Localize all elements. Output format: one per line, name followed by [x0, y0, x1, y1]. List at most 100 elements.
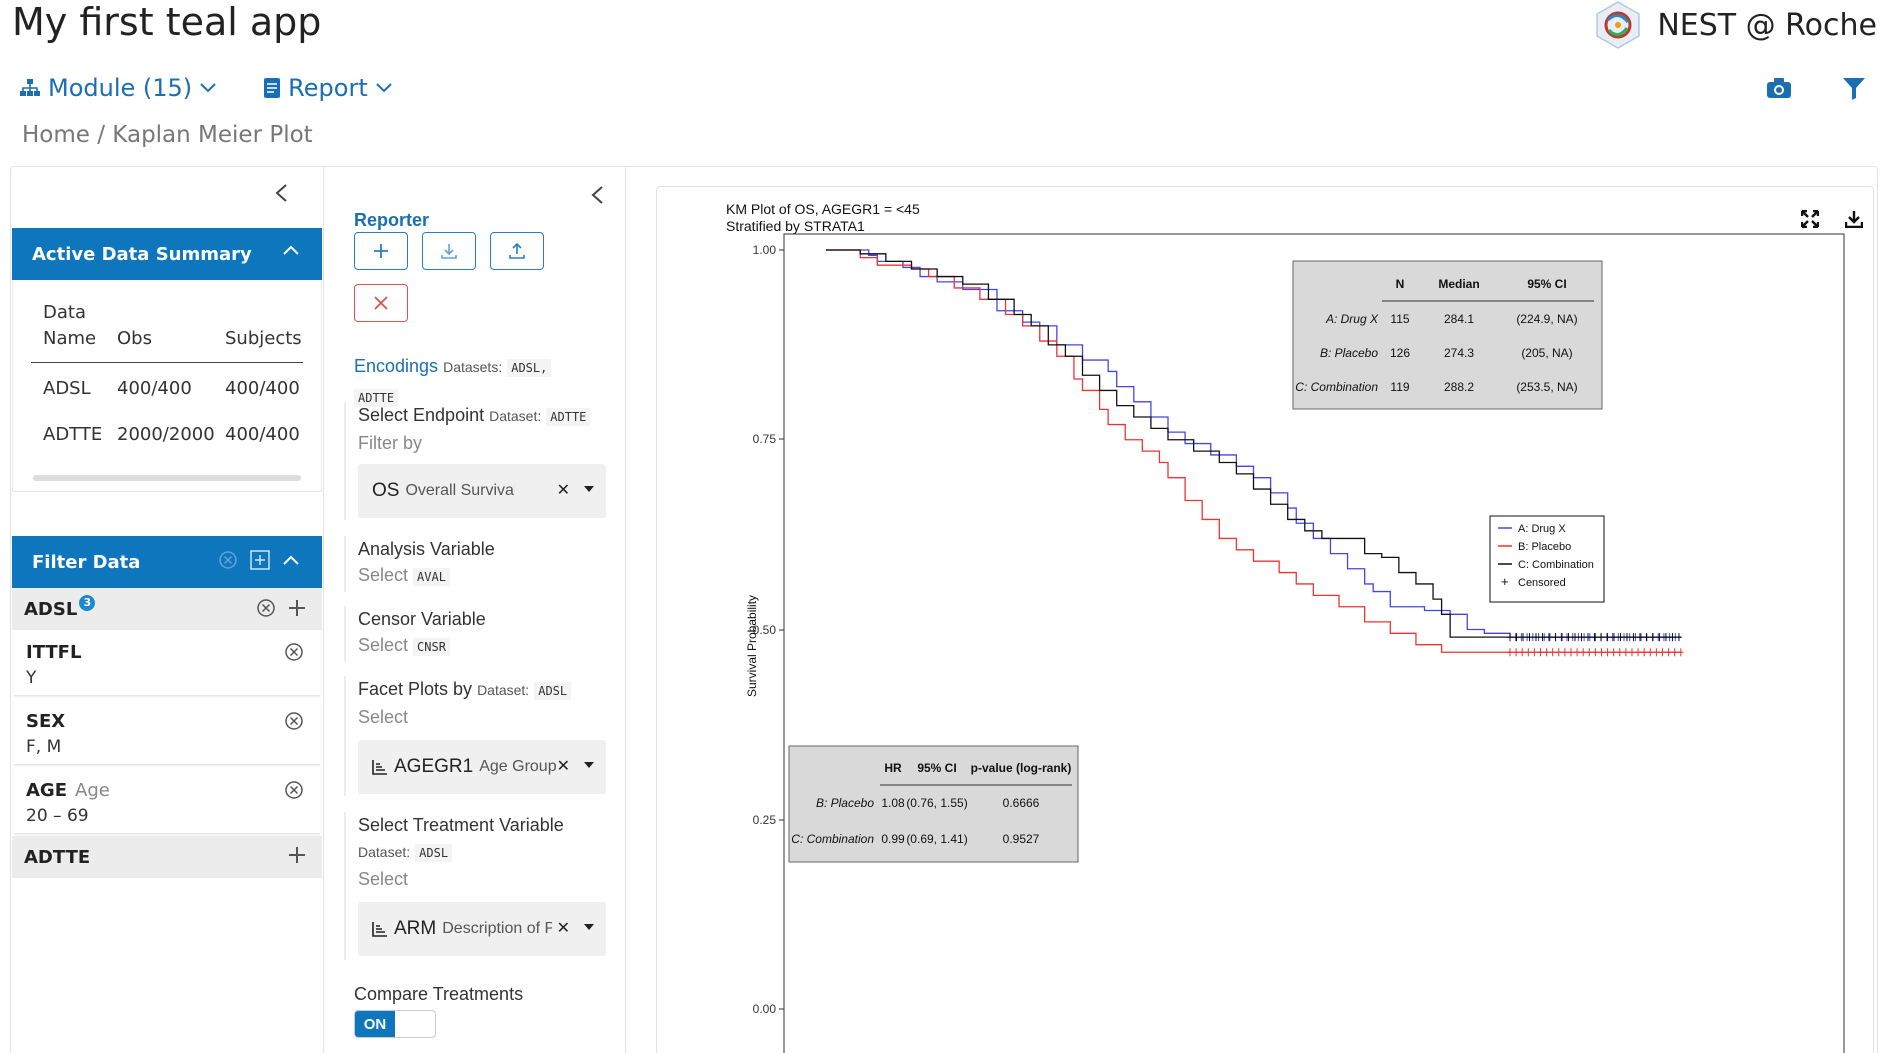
- clear-icon[interactable]: ✕: [556, 482, 570, 499]
- remove-filter-icon[interactable]: [284, 642, 304, 662]
- km-line-1: [826, 249, 1681, 653]
- censor-mark: [1643, 633, 1650, 642]
- clear-icon[interactable]: ✕: [556, 758, 570, 775]
- filter-card-ittfl[interactable]: ITTFL Y: [14, 630, 320, 696]
- encodings-panel: [326, 166, 626, 1053]
- add-to-report-button[interactable]: [354, 232, 408, 270]
- filter-var-name-text: AGE: [26, 780, 68, 801]
- analysis-variable-select[interactable]: Select AVAL: [358, 562, 606, 590]
- censor-mark: [1647, 648, 1654, 657]
- median-table-header: N: [1396, 277, 1405, 291]
- hr-table-arm: C: Combination: [791, 832, 874, 846]
- chevron-left-icon[interactable]: [274, 183, 288, 203]
- summary-rule: [31, 362, 303, 363]
- camera-icon[interactable]: [1767, 78, 1791, 98]
- brand: NEST @ Roche: [1593, 0, 1877, 50]
- remove-dataset-filters-icon[interactable]: [256, 598, 276, 618]
- censor-mark: [1519, 633, 1526, 642]
- nest-logo-icon: [1596, 1, 1641, 49]
- reset-report-button[interactable]: [354, 284, 408, 322]
- encodings-label: Encodings: [354, 356, 439, 376]
- download-icon: [441, 244, 457, 259]
- censor-mark: [1641, 648, 1648, 657]
- censor-mark: [1545, 633, 1552, 642]
- filter-data-title: Filter Data: [32, 551, 141, 573]
- upload-icon: [509, 242, 525, 259]
- chevron-down-icon: [376, 83, 392, 93]
- censor-mark: [1649, 633, 1656, 642]
- compare-treatments-toggle[interactable]: ON: [354, 1010, 436, 1038]
- add-filter-icon[interactable]: [250, 550, 270, 570]
- censor-mark: [1635, 648, 1642, 657]
- caret-down-icon: [584, 762, 594, 768]
- brand-name: NEST @ Roche: [1657, 7, 1877, 43]
- active-data-summary-header[interactable]: Active Data Summary: [12, 228, 322, 280]
- censor-mark: [1604, 633, 1611, 642]
- remove-filter-icon[interactable]: [284, 780, 304, 800]
- censor-mark: [1584, 633, 1591, 642]
- filter-var-value: Y: [26, 668, 37, 688]
- filter-data-header[interactable]: Filter Data: [12, 536, 322, 588]
- file-icon: [264, 78, 281, 98]
- treatment-select[interactable]: ARM Description of Planned Arm ✕: [358, 902, 606, 956]
- censor-mark: [1549, 648, 1556, 657]
- censor-mark: [1507, 648, 1513, 657]
- dataset-adsl-header[interactable]: ADSL 3: [12, 588, 322, 630]
- legend-label: B: Placebo: [1518, 541, 1571, 553]
- dataset-adtte-header[interactable]: ADTTE: [12, 836, 322, 878]
- censor-mark: [1561, 648, 1568, 657]
- analysis-variable-block: Analysis Variable Select AVAL: [344, 536, 606, 592]
- expand-icon[interactable]: [1801, 210, 1819, 228]
- censor-mark: [1665, 648, 1672, 657]
- col-subjects: Subjects: [225, 328, 302, 349]
- clear-icon[interactable]: ✕: [556, 920, 570, 937]
- censor-variable-select[interactable]: Select CNSR: [358, 632, 606, 660]
- filter-var-name-text: SEX: [26, 711, 66, 732]
- facet-select[interactable]: AGEGR1 Age Group ✕: [358, 740, 606, 794]
- dataset-tag: ADTTE: [354, 389, 399, 407]
- upload-report-button[interactable]: [490, 232, 544, 270]
- plot-toolbar: [1801, 210, 1863, 228]
- chevron-up-icon[interactable]: [282, 554, 300, 566]
- horizontal-scrollbar[interactable]: [33, 475, 301, 481]
- endpoint-title-text: Select Endpoint: [358, 405, 485, 425]
- clear-filters-icon[interactable]: [218, 550, 238, 570]
- y-tick-label: 0.00: [753, 1002, 777, 1016]
- plus-icon[interactable]: [288, 599, 306, 617]
- select-value: AGEGR1: [394, 756, 474, 777]
- median-table-n: 115: [1390, 312, 1409, 326]
- col-obs: Obs: [117, 328, 152, 349]
- download-icon[interactable]: [1845, 210, 1863, 228]
- chevron-left-icon[interactable]: [590, 185, 604, 205]
- censor-mark: [1675, 633, 1682, 642]
- median-table-n: 126: [1390, 346, 1410, 360]
- censor-mark: [1610, 648, 1617, 657]
- censor-mark: [1604, 648, 1611, 657]
- plot-card: [656, 186, 1874, 1053]
- median-table-ci: (205, NA): [1521, 346, 1572, 360]
- facet-select-label: Select: [358, 707, 409, 727]
- select-placeholder: Select: [358, 635, 409, 655]
- hr-table-hr: 0.99: [881, 832, 905, 846]
- report-menu[interactable]: Report: [264, 74, 392, 102]
- hr-table: [788, 745, 1079, 863]
- filter-card-sex[interactable]: SEX F, M: [14, 699, 320, 765]
- endpoint-select[interactable]: OS Overall Survival ✕: [358, 464, 606, 518]
- hr-table-hr: 1.08: [881, 796, 905, 810]
- hr-table-header: 95% CI: [917, 761, 956, 775]
- module-menu[interactable]: Module (15): [20, 74, 216, 102]
- censor-mark: [1591, 633, 1598, 642]
- remove-filter-icon[interactable]: [284, 711, 304, 731]
- filter-card-age[interactable]: AGE Age 20 – 69: [14, 768, 320, 834]
- plus-icon[interactable]: [288, 846, 306, 864]
- download-report-button[interactable]: [422, 232, 476, 270]
- filter-var-name: SEX: [26, 711, 65, 732]
- report-label: Report: [288, 74, 368, 102]
- caret-down-icon: [584, 924, 594, 930]
- row-obs: 400/400: [117, 378, 192, 399]
- hr-table-header: p-value (log-rank): [971, 761, 1072, 775]
- chevron-up-icon[interactable]: [282, 244, 300, 256]
- filter-icon[interactable]: [1843, 78, 1865, 100]
- censor-mark: [1616, 648, 1623, 657]
